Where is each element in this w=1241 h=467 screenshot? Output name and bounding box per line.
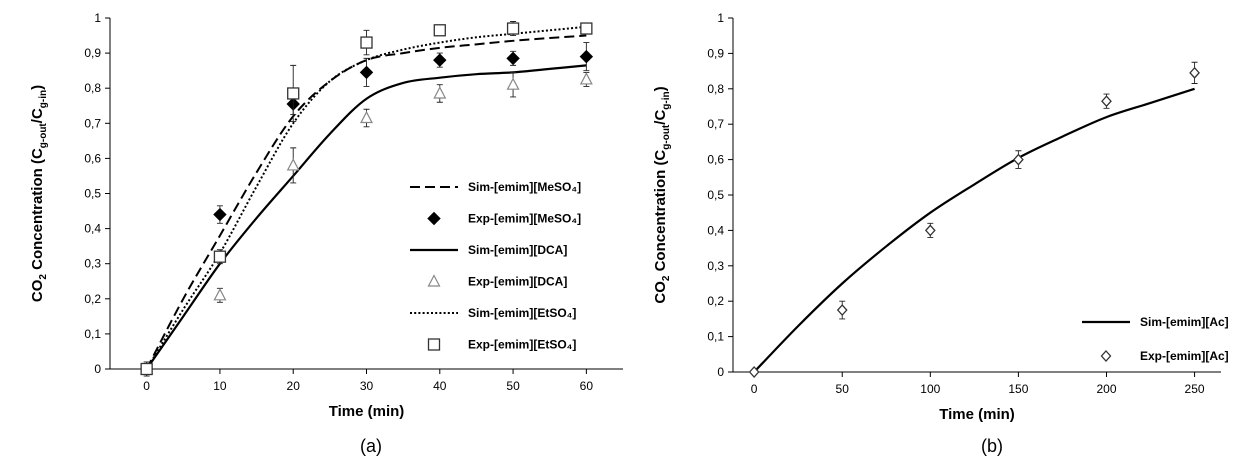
legend-marker-b-1: [1100, 350, 1112, 362]
data-point-b-1: [1189, 66, 1200, 79]
x-tick-label-b: 200: [1096, 382, 1116, 396]
legend-label-a-3: Exp-[emim][DCA]: [468, 275, 567, 289]
x-axis-title-a: Time (min): [329, 403, 405, 420]
x-tick-label-b: 150: [1008, 382, 1028, 396]
x-tick-label-a: 40: [433, 379, 447, 393]
data-point-a-5: [213, 250, 227, 263]
data-point-a-5: [140, 362, 153, 376]
x-tick-label-a: 60: [580, 379, 594, 393]
y-tick-label-b: 0: [717, 365, 724, 379]
legend-marker-a-3: [427, 274, 441, 287]
chart-a: 00,10,20,30,40,50,60,70,80,910 10 20 30 40 50…: [29, 11, 623, 420]
data-point-a-1: [433, 53, 447, 67]
y-tick-label-b: 0,5: [707, 188, 724, 202]
data-point-a-1: [359, 65, 374, 80]
legend-label-a-4: Sim-[emim][EtSO₄]: [468, 306, 576, 320]
data-point-a-1: [506, 51, 520, 66]
data-point-a-1: [213, 207, 227, 222]
y-tick-label-b: 0,3: [707, 259, 724, 273]
y-tick-label-a: 0,7: [84, 116, 101, 130]
x-tick-label-b: 100: [920, 382, 940, 396]
data-point-a-3: [433, 86, 447, 99]
legend-label-a-1: Exp-[emim][MeSO₄]: [468, 212, 581, 226]
y-tick-label-b: 0,2: [707, 294, 724, 308]
y-tick-label-b: 0,7: [707, 117, 724, 131]
x-tick-label-a: 20: [287, 379, 301, 393]
series-line-b-0: [753, 87, 1195, 373]
y-tick-label-a: 0,8: [84, 81, 101, 95]
data-point-b-1: [836, 304, 848, 317]
data-point-b-1: [1101, 95, 1112, 108]
y-tick-label-a: 0,4: [84, 222, 101, 236]
legend-label-a-0: Sim-[emim][MeSO₄]: [468, 180, 581, 194]
y-tick-label-a: 0,9: [84, 46, 101, 60]
data-point-a-5: [287, 87, 300, 100]
y-tick-label-b: 0,9: [707, 46, 724, 60]
y-tick-label-b: 1: [717, 11, 724, 25]
data-point-a-1: [579, 49, 594, 64]
panel-label-a: (a): [360, 436, 382, 456]
legend-label-a-2: Sim-[emim][DCA]: [468, 243, 567, 257]
data-point-a-3: [213, 287, 227, 301]
data-point-b-1: [748, 366, 760, 378]
x-tick-label-b: 0: [751, 382, 758, 396]
y-tick-label-a: 0,6: [84, 151, 101, 165]
y-axis-title-a: CO2 Concentration (Cg-out/Cg-in): [29, 85, 49, 302]
chart-b: 0 0,1 0,2 0,3 0,4 0,5 0,6 0,7 0,8 0,9 1 0 50 100 150 20…: [652, 11, 1229, 423]
y-axis-title-b: CO2 Concentration (Cg-out/Cg-in): [652, 86, 672, 303]
y-tick-label-b: 0,6: [707, 153, 724, 167]
y-tick-label-a: 0,1: [84, 327, 101, 341]
y-tick-label-a: 1: [94, 11, 101, 25]
data-point-a-5: [433, 24, 446, 37]
y-tick-label-a: 0,3: [84, 257, 101, 271]
panel-label-b: (b): [981, 436, 1003, 456]
data-point-a-5: [360, 36, 373, 49]
x-tick-label-b: 250: [1185, 382, 1205, 396]
data-point-a-5: [580, 22, 593, 35]
legend-label-b-0: Sim-[emim][Ac]: [1140, 315, 1229, 329]
legend-label-a-5: Exp-[emim][EtSO₄]: [468, 338, 576, 352]
x-tick-label-a: 0: [143, 379, 150, 393]
data-point-a-3: [360, 110, 373, 124]
data-point-a-3: [286, 158, 300, 171]
legend-marker-a-5: [427, 338, 441, 351]
y-tick-label-b: 0,4: [707, 223, 724, 237]
x-tick-label-a: 50: [506, 379, 520, 393]
data-point-a-3: [506, 77, 520, 90]
x-tick-label-a: 30: [360, 379, 374, 393]
x-axis-title-b: Time (min): [939, 406, 1015, 423]
y-tick-label-b: 0,8: [707, 82, 724, 96]
data-point-b-1: [1013, 153, 1024, 166]
legend-label-b-1: Exp-[emim][Ac]: [1140, 349, 1229, 363]
y-tick-label-a: 0: [94, 362, 101, 376]
y-tick-label-a: 0,5: [84, 187, 101, 201]
y-tick-label-a: 0,2: [84, 292, 101, 306]
y-tick-label-b: 0,1: [707, 330, 724, 344]
data-point-a-5: [506, 22, 520, 35]
legend-marker-a-1: [427, 211, 441, 226]
data-point-a-3: [579, 72, 593, 85]
data-point-b-1: [924, 224, 936, 237]
x-tick-label-a: 10: [213, 379, 227, 393]
x-tick-label-b: 50: [836, 382, 850, 396]
